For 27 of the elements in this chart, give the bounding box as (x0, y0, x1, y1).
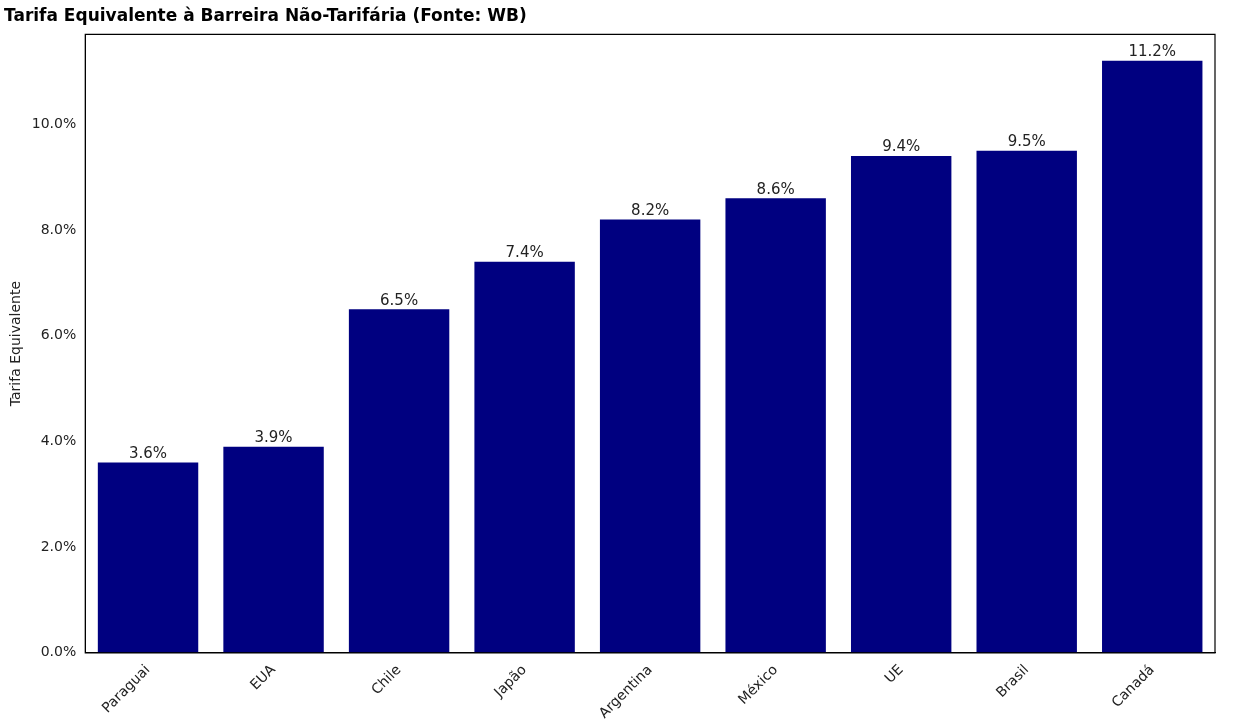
bar (223, 446, 324, 653)
data-label: 8.6% (756, 179, 795, 198)
bar (976, 150, 1077, 653)
data-label: 7.4% (505, 243, 544, 262)
bar (348, 309, 450, 653)
data-label: 11.2% (1128, 42, 1177, 61)
bar (850, 155, 952, 653)
y-tick-label: 4.0% (40, 432, 77, 449)
data-label: 8.2% (631, 200, 670, 219)
y-tick-label: 0.0% (40, 643, 77, 660)
data-label: 9.4% (882, 137, 921, 156)
data-label: 9.5% (1007, 132, 1046, 151)
y-axis-title: Tarifa Equivalente (7, 280, 24, 408)
data-label: 3.6% (128, 443, 168, 462)
y-tick-label: 2.0% (40, 537, 77, 554)
bar (725, 198, 826, 653)
y-tick-label: 10.0% (31, 114, 77, 131)
x-tick-label: UE (881, 661, 906, 686)
data-label: 6.5% (380, 290, 419, 309)
bar (474, 261, 575, 653)
bar (97, 462, 199, 653)
bar (599, 219, 701, 653)
y-tick-label: 6.0% (40, 326, 77, 343)
bar (1102, 60, 1203, 653)
data-label: 3.9% (254, 428, 293, 447)
chart-title: Tarifa Equivalente à Barreira Não-Tarifária (Fonte: WB) (4, 4, 527, 25)
y-tick-label: 8.0% (40, 220, 77, 237)
